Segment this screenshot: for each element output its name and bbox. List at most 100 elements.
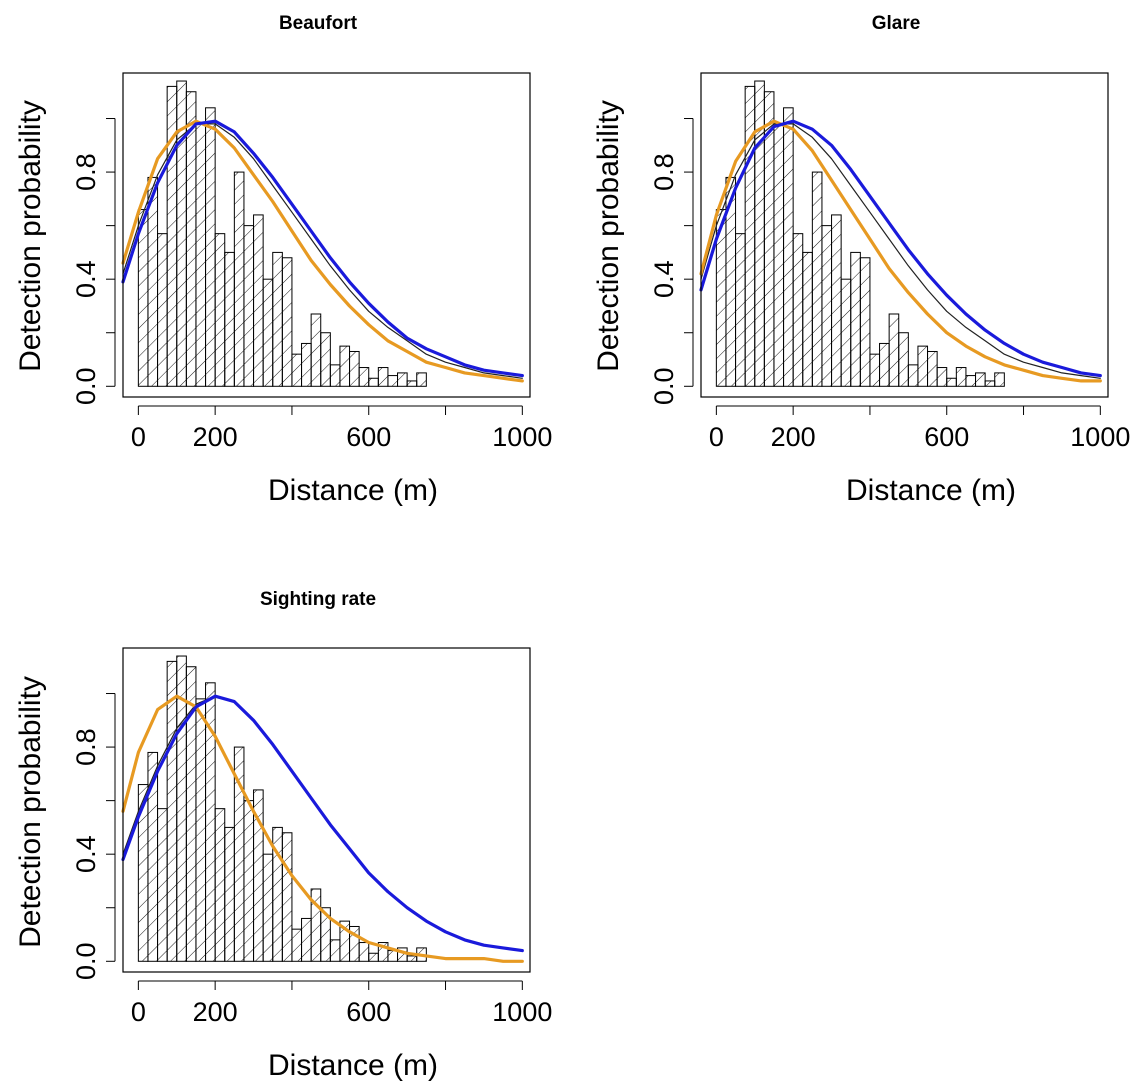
- histogram-bar: [927, 350, 938, 387]
- histogram-bar: [783, 107, 794, 387]
- histogram-bar: [406, 380, 418, 387]
- histogram-bar: [349, 350, 360, 387]
- histogram-bar: [301, 917, 312, 962]
- histogram-bar: [773, 123, 785, 387]
- orange-detection-curve: [121, 694, 524, 963]
- histogram-bar: [157, 233, 168, 387]
- histogram-bar: [907, 364, 919, 387]
- histogram-bar: [281, 257, 293, 387]
- histogram-bar: [224, 826, 235, 962]
- x-tick-label: 600: [924, 422, 969, 452]
- average-detection-curve: [122, 123, 523, 379]
- y-axis: 0.0 0.4 0.8: [71, 693, 116, 981]
- panel-title: Beaufort: [279, 13, 358, 34]
- histogram-bar: [377, 367, 389, 387]
- histogram-bar: [339, 345, 351, 387]
- histogram-bar: [406, 955, 418, 962]
- histogram-bar: [301, 342, 312, 387]
- histogram-bar: [994, 372, 1005, 387]
- histogram-bar: [898, 332, 909, 387]
- histogram-bar: [262, 278, 274, 387]
- histogram-bar: [166, 660, 178, 962]
- x-tick-label: 0: [709, 422, 724, 452]
- histogram-bar: [329, 364, 341, 387]
- histogram-bar: [792, 233, 804, 387]
- histogram-bar: [272, 251, 283, 387]
- histogram-bar: [358, 942, 370, 962]
- blue-detection-curve: [121, 694, 524, 953]
- x-tick-label: 1000: [1070, 422, 1130, 452]
- x-axis-label: Distance (m): [268, 474, 438, 507]
- histogram-bar: [879, 342, 890, 387]
- histogram-bar: [984, 380, 996, 387]
- y-axis: 0.0 0.4 0.8: [71, 118, 116, 406]
- x-tick-label: 1000: [492, 997, 552, 1027]
- histogram-bar: [397, 372, 408, 387]
- x-tick-label: 200: [193, 997, 238, 1027]
- histogram-bar: [859, 257, 871, 387]
- histogram-bar: [157, 808, 168, 962]
- y-tick-label: 0.0: [71, 943, 101, 981]
- histogram-bar: [243, 225, 255, 387]
- y-tick-label: 0.0: [71, 368, 101, 406]
- histogram-bar: [291, 353, 303, 387]
- histogram-bar: [955, 367, 967, 387]
- plot-area: [699, 80, 1102, 387]
- histogram-bar: [831, 214, 842, 387]
- histogram-bar: [368, 377, 379, 387]
- average-detection-curve: [700, 123, 1101, 379]
- histogram-bar: [185, 91, 197, 387]
- y-tick-label: 0.4: [649, 260, 679, 298]
- histogram-bar: [387, 950, 399, 962]
- histogram-bar: [888, 313, 900, 387]
- histogram-bar: [329, 939, 341, 962]
- histogram-bar: [416, 372, 427, 387]
- y-tick-label: 0.8: [71, 153, 101, 191]
- histogram-bar: [214, 233, 226, 387]
- x-axis: 0 200 600 1000: [131, 980, 552, 1027]
- y-tick-label: 0.4: [71, 835, 101, 873]
- glare-panel: Glare Distance (m) Detection probability…: [592, 13, 1130, 507]
- histogram-bar: [214, 808, 226, 962]
- x-tick-label: 200: [771, 422, 816, 452]
- blue-detection-curve: [121, 119, 524, 378]
- histogram-bar: [965, 375, 977, 387]
- y-tick-label: 0.8: [649, 153, 679, 191]
- histogram-bar: [205, 107, 216, 387]
- plot-area: [121, 655, 524, 963]
- x-tick-label: 1000: [492, 422, 552, 452]
- y-axis-label: Detection probability: [14, 676, 47, 948]
- x-tick-label: 0: [131, 422, 146, 452]
- histogram-bar: [840, 278, 852, 387]
- histogram-bar: [262, 853, 274, 962]
- histogram-bar: [310, 313, 322, 387]
- histogram-bar: [291, 928, 303, 962]
- orange-detection-curve: [699, 119, 1102, 383]
- x-axis: 0 200 600 1000: [709, 405, 1130, 452]
- y-tick-label: 0.4: [71, 260, 101, 298]
- y-tick-label: 0.8: [71, 728, 101, 766]
- histogram-bar: [946, 377, 957, 387]
- histogram-bar: [243, 800, 255, 962]
- histogram-bar: [387, 375, 399, 387]
- blue-detection-curve: [699, 119, 1102, 378]
- histogram-bar: [368, 952, 379, 962]
- histogram-bar: [936, 367, 948, 387]
- plot-frame: [122, 647, 531, 973]
- histogram-bar: [233, 171, 245, 387]
- x-axis: 0 200 600 1000: [131, 405, 552, 452]
- x-axis-label: Distance (m): [268, 1049, 438, 1082]
- x-tick-label: 0: [131, 997, 146, 1027]
- histogram-bar: [253, 214, 264, 387]
- histogram-bar: [811, 171, 823, 387]
- x-tick-label: 600: [346, 422, 391, 452]
- x-tick-label: 200: [193, 422, 238, 452]
- histogram-bar: [320, 332, 331, 387]
- histogram-bar: [224, 251, 235, 387]
- histogram-bar: [869, 353, 881, 387]
- histogram-bar: [850, 251, 861, 387]
- beaufort-panel: Beaufort Distance (m) Detection probabil…: [14, 13, 552, 507]
- sighting-rate-panel: Sighting rate Distance (m) Detection pro…: [14, 589, 552, 1082]
- histogram-bar: [821, 225, 833, 387]
